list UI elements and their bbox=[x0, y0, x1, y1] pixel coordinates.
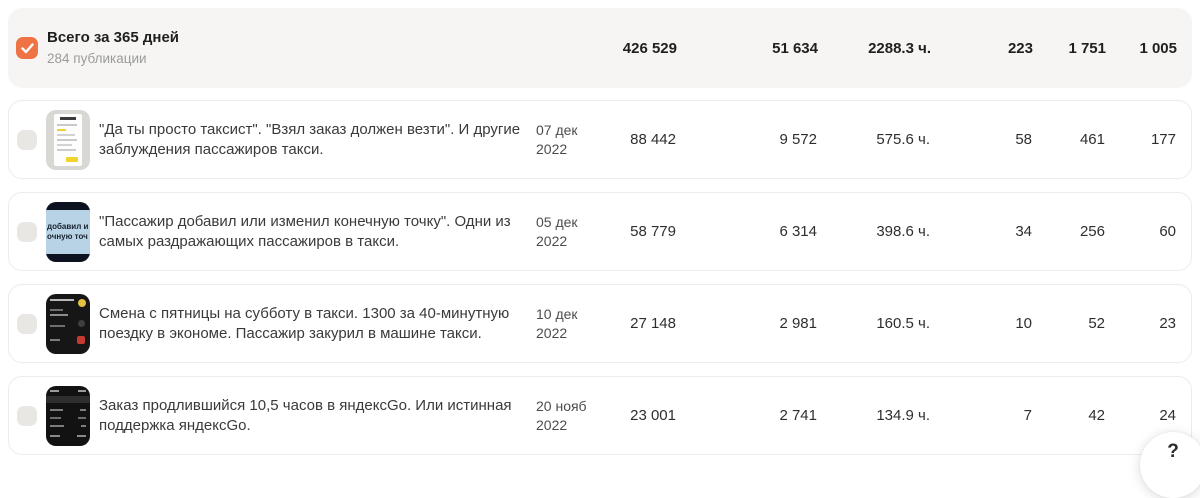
thumbnail-text-graphic: добавил и очную точ bbox=[46, 209, 90, 254]
summary-row: Всего за 365 дней 284 публикации 426 529… bbox=[8, 8, 1192, 88]
summary-stat-1: 426 529 bbox=[622, 39, 677, 57]
summary-stat-3: 2288.3 ч. bbox=[868, 39, 931, 57]
stat-2: 2 741 bbox=[779, 407, 817, 424]
red-dot-graphic bbox=[77, 335, 85, 344]
stat-6: 177 bbox=[1150, 131, 1176, 148]
post-title[interactable]: "Пассажир добавил или изменил конечную т… bbox=[99, 212, 511, 250]
stat-2: 6 314 bbox=[779, 223, 817, 240]
row-stats: 23 001 2 741 134.9 ч. 7 42 24 bbox=[606, 407, 1191, 424]
summary-stats: 426 529 51 634 2288.3 ч. 223 1 751 1 005 bbox=[607, 40, 1192, 57]
stat-5: 42 bbox=[1088, 407, 1105, 424]
post-date: 05 дек 2022 bbox=[536, 213, 578, 249]
summary-stat-5: 1 751 bbox=[1068, 39, 1106, 57]
summary-title: Всего за 365 дней bbox=[47, 29, 180, 46]
stat-6: 23 bbox=[1159, 315, 1176, 332]
post-title[interactable]: Заказ продлившийся 10,5 часов в яндексGo… bbox=[99, 396, 512, 434]
stat-1: 58 779 bbox=[630, 223, 676, 240]
stat-4: 7 bbox=[1023, 407, 1032, 424]
select-all-checkbox[interactable] bbox=[16, 37, 38, 59]
stat-6: 24 bbox=[1159, 407, 1176, 424]
publication-row-2: добавил и очную точ "Пассажир добавил ил… bbox=[8, 192, 1192, 271]
summary-stat-2: 51 634 bbox=[772, 39, 818, 57]
stat-1: 23 001 bbox=[630, 407, 676, 424]
stat-5: 461 bbox=[1079, 131, 1105, 148]
post-thumbnail[interactable]: добавил и очную точ bbox=[46, 201, 90, 262]
stat-5: 256 bbox=[1079, 223, 1105, 240]
post-thumbnail[interactable] bbox=[46, 385, 90, 446]
stat-3: 134.9 ч. bbox=[876, 407, 930, 424]
post-date: 07 дек 2022 bbox=[536, 121, 578, 157]
summary-subtitle: 284 публикации bbox=[47, 51, 147, 66]
stat-5: 52 bbox=[1088, 315, 1105, 332]
help-question-icon: ? bbox=[1167, 441, 1179, 462]
yellow-dot-graphic bbox=[78, 298, 86, 307]
row-checkbox[interactable] bbox=[17, 405, 37, 426]
stat-1: 27 148 bbox=[630, 315, 676, 332]
stat-4: 58 bbox=[1015, 131, 1032, 148]
stat-2: 2 981 bbox=[779, 315, 817, 332]
stat-4: 34 bbox=[1015, 223, 1032, 240]
row-stats: 27 148 2 981 160.5 ч. 10 52 23 bbox=[606, 315, 1191, 332]
publication-row-1: "Да ты просто таксист". "Взял заказ долж… bbox=[8, 100, 1192, 179]
post-date: 10 дек 2022 bbox=[536, 305, 578, 341]
checkmark-icon bbox=[20, 42, 34, 53]
summary-stat-6: 1 005 bbox=[1139, 39, 1177, 57]
publication-row-3: Смена с пятницы на субботу в такси. 1300… bbox=[8, 284, 1192, 363]
post-title[interactable]: Смена с пятницы на субботу в такси. 1300… bbox=[99, 304, 510, 342]
stat-3: 575.6 ч. bbox=[876, 131, 930, 148]
post-thumbnail[interactable] bbox=[46, 109, 90, 170]
publication-row-4: Заказ продлившийся 10,5 часов в яндексGo… bbox=[8, 376, 1192, 455]
row-stats: 58 779 6 314 398.6 ч. 34 256 60 bbox=[606, 223, 1191, 240]
post-date: 20 нояб 2022 bbox=[536, 397, 587, 433]
stat-3: 160.5 ч. bbox=[876, 315, 930, 332]
post-thumbnail[interactable] bbox=[46, 293, 90, 354]
stat-4: 10 bbox=[1015, 315, 1032, 332]
stat-2: 9 572 bbox=[779, 131, 817, 148]
help-button[interactable]: ? bbox=[1140, 432, 1200, 498]
summary-text-block: Всего за 365 дней 284 публикации bbox=[47, 28, 607, 68]
row-checkbox[interactable] bbox=[17, 129, 37, 150]
post-title[interactable]: "Да ты просто таксист". "Взял заказ долж… bbox=[99, 120, 521, 158]
row-checkbox[interactable] bbox=[17, 313, 37, 334]
stat-3: 398.6 ч. bbox=[876, 223, 930, 240]
row-checkbox[interactable] bbox=[17, 221, 37, 242]
row-stats: 88 442 9 572 575.6 ч. 58 461 177 bbox=[606, 131, 1191, 148]
stat-6: 60 bbox=[1159, 223, 1176, 240]
publications-stats-table: Всего за 365 дней 284 публикации 426 529… bbox=[8, 8, 1192, 455]
stat-1: 88 442 bbox=[630, 131, 676, 148]
summary-stat-4: 223 bbox=[1007, 39, 1033, 57]
